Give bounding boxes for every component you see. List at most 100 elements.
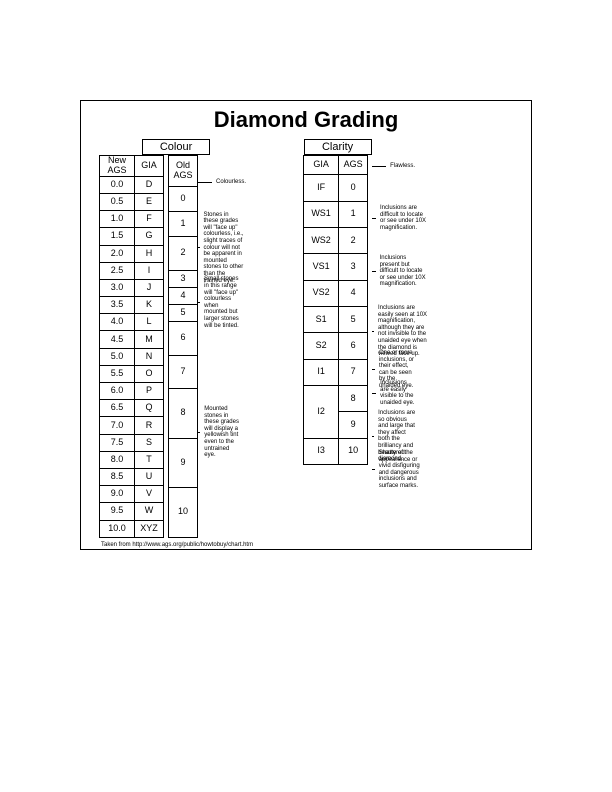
colour-heading: Colour (142, 139, 210, 155)
cell-gia: O (135, 365, 164, 382)
cell-clarity-ags: 2 (339, 227, 368, 253)
note-connector (198, 182, 212, 183)
cell-newags: 7.5 (100, 434, 135, 451)
cell-newags: 9.5 (100, 503, 135, 520)
col-old-ags: OldAGS (169, 156, 198, 187)
page-title: Diamond Grading (81, 107, 531, 133)
cell-clarity-ags: 4 (339, 280, 368, 306)
clarity-table: GIAAGSIF0WS11WS22VS13VS24S15S26I17I289I3… (303, 155, 368, 465)
cell-newags: 7.0 (100, 417, 135, 434)
grading-frame: Diamond Grading Colour NewAGSGIA0.0D0.5E… (80, 100, 532, 550)
cell-clarity-ags: 3 (339, 254, 368, 280)
cell-gia: J (135, 279, 164, 296)
clarity-note: Inclusions are easily visible to the una… (376, 380, 417, 406)
clarity-note: Shattered appearance or vivid disfigurin… (375, 450, 422, 490)
cell-clarity-ags: 1 (339, 201, 368, 227)
cell-gia: L (135, 314, 164, 331)
cell-oldags: 7 (169, 355, 198, 388)
cell-newags: 0.5 (100, 193, 135, 210)
cell-gia: Q (135, 400, 164, 417)
colour-note: Colourless. (212, 179, 246, 186)
cell-clarity-gia: I1 (304, 359, 339, 385)
cell-oldags: 0 (169, 186, 198, 211)
cell-gia: H (135, 245, 164, 262)
cell-clarity-ags: 10 (339, 438, 368, 464)
colour-note: Mounted stones in these grades will disp… (200, 406, 241, 459)
cell-clarity-gia: IF (304, 175, 339, 201)
cell-clarity-ags: 9 (339, 412, 368, 438)
cell-oldags: 4 (169, 287, 198, 304)
cell-oldags: 6 (169, 322, 198, 355)
cell-oldags: 3 (169, 270, 198, 287)
cell-gia: R (135, 417, 164, 434)
cell-clarity-gia: WS1 (304, 201, 339, 227)
cell-newags: 4.0 (100, 314, 135, 331)
colour-newags-gia-table: NewAGSGIA0.0D0.5E1.0F1.5G2.0H2.5I3.0J3.5… (99, 155, 164, 538)
cell-newags: 9.0 (100, 486, 135, 503)
col-clarity-gia: GIA (304, 156, 339, 175)
note-connector (372, 166, 386, 167)
cell-clarity-ags: 5 (339, 306, 368, 332)
clarity-note: Inclusions are difficult to locate or se… (376, 205, 427, 231)
colour-oldags-table: OldAGS012345678910 (168, 155, 198, 538)
cell-gia: F (135, 211, 164, 228)
cell-clarity-ags: 6 (339, 333, 368, 359)
cell-newags: 4.5 (100, 331, 135, 348)
clarity-panel: Clarity GIAAGSIF0WS11WS22VS13VS24S15S26I… (303, 139, 372, 548)
clarity-note: Inclusions present but difficult to loca… (376, 255, 428, 288)
cell-newags: 5.5 (100, 365, 135, 382)
cell-gia: P (135, 383, 164, 400)
cell-gia: E (135, 193, 164, 210)
cell-oldags: 10 (169, 488, 198, 538)
cell-clarity-gia: VS2 (304, 280, 339, 306)
cell-clarity-ags: 0 (339, 175, 368, 201)
cell-gia: D (135, 176, 164, 193)
cell-gia: T (135, 451, 164, 468)
cell-clarity-gia: I3 (304, 438, 339, 464)
cell-newags: 1.5 (100, 228, 135, 245)
cell-clarity-ags: 8 (339, 385, 368, 411)
cell-gia: XYZ (135, 520, 164, 537)
cell-gia: S (135, 434, 164, 451)
cell-gia: I (135, 262, 164, 279)
cell-clarity-gia: WS2 (304, 227, 339, 253)
cell-oldags: 5 (169, 304, 198, 321)
colour-panel: Colour NewAGSGIA0.0D0.5E1.0F1.5G2.0H2.5I… (99, 139, 253, 548)
cell-newags: 2.5 (100, 262, 135, 279)
cell-newags: 5.0 (100, 348, 135, 365)
cell-gia: V (135, 486, 164, 503)
col-gia: GIA (135, 156, 164, 177)
cell-oldags: 1 (169, 211, 198, 236)
cell-newags: 8.5 (100, 468, 135, 485)
cell-oldags: 9 (169, 438, 198, 488)
cell-newags: 3.5 (100, 297, 135, 314)
cell-gia: N (135, 348, 164, 365)
clarity-note: Flawless. (386, 163, 415, 170)
cell-newags: 10.0 (100, 520, 135, 537)
cell-clarity-gia: S2 (304, 333, 339, 359)
cell-gia: U (135, 468, 164, 485)
cell-oldags: 8 (169, 388, 198, 438)
col-clarity-ags: AGS (339, 156, 368, 175)
cell-clarity-gia: I2 (304, 385, 339, 438)
cell-newags: 6.5 (100, 400, 135, 417)
cell-gia: K (135, 297, 164, 314)
cell-newags: 3.0 (100, 279, 135, 296)
cell-newags: 8.0 (100, 451, 135, 468)
cell-clarity-ags: 7 (339, 359, 368, 385)
colour-note: Stones in these grades will "face up" co… (200, 212, 245, 285)
cell-clarity-gia: S1 (304, 306, 339, 332)
cell-gia: M (135, 331, 164, 348)
cell-newags: 6.0 (100, 383, 135, 400)
cell-newags: 0.0 (100, 176, 135, 193)
cell-clarity-gia: VS1 (304, 254, 339, 280)
cell-oldags: 2 (169, 237, 198, 270)
cell-gia: G (135, 228, 164, 245)
source-citation: Taken from http://www.ags.org/public/how… (99, 538, 253, 548)
cell-gia: W (135, 503, 164, 520)
col-new-ags: NewAGS (100, 156, 135, 177)
cell-newags: 1.0 (100, 211, 135, 228)
clarity-heading: Clarity (304, 139, 372, 155)
colour-note: Small stones in this range will "face up… (200, 276, 243, 329)
cell-newags: 2.0 (100, 245, 135, 262)
